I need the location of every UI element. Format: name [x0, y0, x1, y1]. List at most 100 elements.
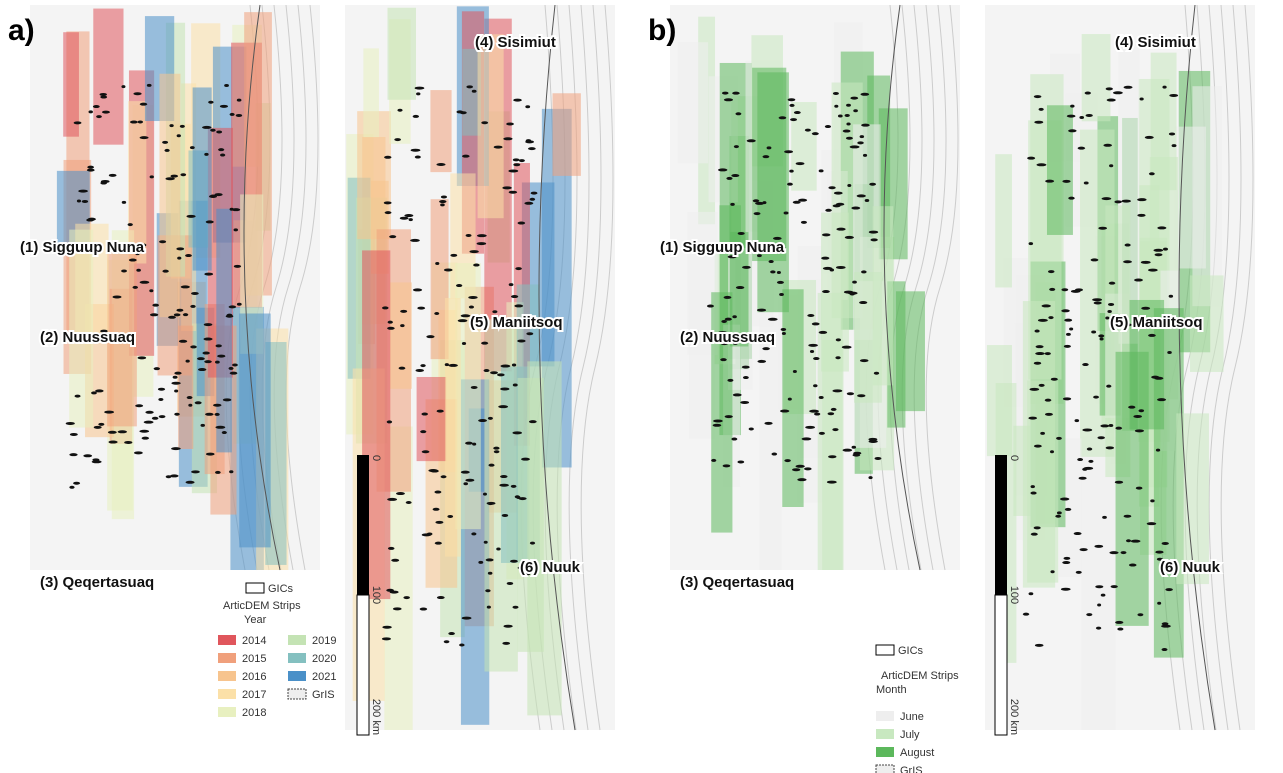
glacier — [525, 105, 530, 108]
glacier — [850, 292, 855, 295]
glacier — [1064, 319, 1072, 322]
glacier — [226, 315, 234, 318]
glacier — [861, 124, 870, 127]
glacier — [203, 338, 212, 341]
dem-strip — [216, 209, 232, 453]
glacier — [1137, 198, 1147, 201]
glacier — [210, 129, 215, 132]
legend-item: 2016 — [242, 671, 266, 683]
region-label: (5) Maniitsoq — [1110, 314, 1203, 331]
glacier — [865, 199, 870, 202]
panel-label: b) — [648, 14, 676, 47]
glacier — [75, 395, 81, 398]
glacier — [1055, 515, 1061, 518]
glacier — [1147, 522, 1157, 525]
glacier — [1029, 592, 1034, 595]
glacier — [1061, 288, 1068, 291]
dem-strip — [178, 326, 193, 449]
glacier — [1138, 409, 1144, 412]
glacier — [162, 270, 168, 273]
glacier — [732, 92, 739, 95]
glacier — [384, 201, 392, 204]
glacier — [204, 153, 208, 156]
glacier — [213, 404, 221, 407]
glacier — [415, 156, 421, 159]
glacier — [526, 332, 533, 335]
glacier — [433, 508, 440, 511]
glacier — [1102, 197, 1112, 200]
glacier — [869, 183, 876, 186]
legend-subtitle: Year — [244, 614, 267, 626]
glacier — [394, 138, 401, 141]
glacier — [1109, 424, 1114, 427]
region-label: (4) Sisimiut — [475, 34, 556, 51]
glacier — [1134, 279, 1143, 282]
glacier — [1092, 298, 1102, 301]
glacier — [1039, 384, 1045, 387]
glacier — [1061, 309, 1070, 312]
glacier — [846, 122, 850, 125]
glacier — [1091, 258, 1099, 261]
glacier — [519, 159, 525, 162]
glacier — [1121, 200, 1130, 203]
glacier — [836, 338, 841, 341]
glacier — [465, 479, 474, 482]
glacier — [507, 582, 514, 585]
glacier — [177, 134, 181, 137]
glacier — [393, 607, 402, 610]
glacier — [95, 389, 104, 392]
dem-strip — [995, 154, 1012, 287]
glacier — [1133, 415, 1142, 418]
glacier — [390, 591, 399, 594]
glacier — [860, 93, 869, 96]
glacier — [118, 430, 127, 433]
glacier — [1056, 437, 1062, 440]
glacier — [448, 364, 458, 367]
glacier — [487, 502, 496, 505]
glacier — [832, 428, 838, 431]
glacier — [713, 424, 722, 427]
glacier — [1157, 602, 1161, 605]
glacier — [409, 218, 413, 221]
scale-label: 100 — [1008, 586, 1020, 604]
glacier — [462, 342, 466, 345]
glacier — [421, 413, 428, 416]
glacier — [790, 118, 797, 121]
glacier — [753, 199, 759, 202]
glacier — [439, 200, 446, 203]
glacier — [516, 496, 520, 499]
glacier — [1094, 301, 1102, 304]
glacier — [506, 122, 514, 125]
glacier — [410, 239, 420, 242]
glacier — [828, 186, 835, 189]
glacier — [461, 471, 470, 474]
legend-title: ArticDEM Strips — [223, 600, 301, 612]
glacier — [108, 431, 117, 434]
scale-label: 200 km — [1008, 699, 1020, 735]
glacier — [500, 475, 508, 478]
glacier — [434, 312, 439, 315]
glacier — [1065, 508, 1071, 511]
dem-strip — [1047, 105, 1073, 235]
glacier — [713, 419, 723, 422]
glacier — [517, 339, 525, 342]
glacier — [819, 432, 825, 435]
legend-item: 2020 — [312, 653, 336, 665]
glacier — [478, 561, 483, 564]
glacier — [1109, 282, 1115, 285]
glacier — [218, 148, 224, 151]
legend-item: 2018 — [242, 707, 266, 719]
glacier — [140, 136, 149, 139]
glacier — [497, 373, 505, 376]
glacier — [462, 617, 472, 620]
glacier — [1066, 333, 1071, 336]
glacier — [1107, 310, 1111, 313]
glacier — [488, 417, 493, 420]
glacier — [1093, 396, 1099, 399]
glacier — [733, 393, 742, 396]
glacier — [166, 475, 172, 478]
glacier — [755, 202, 764, 205]
glacier — [477, 234, 487, 237]
glacier — [69, 486, 74, 489]
glacier — [471, 386, 478, 389]
